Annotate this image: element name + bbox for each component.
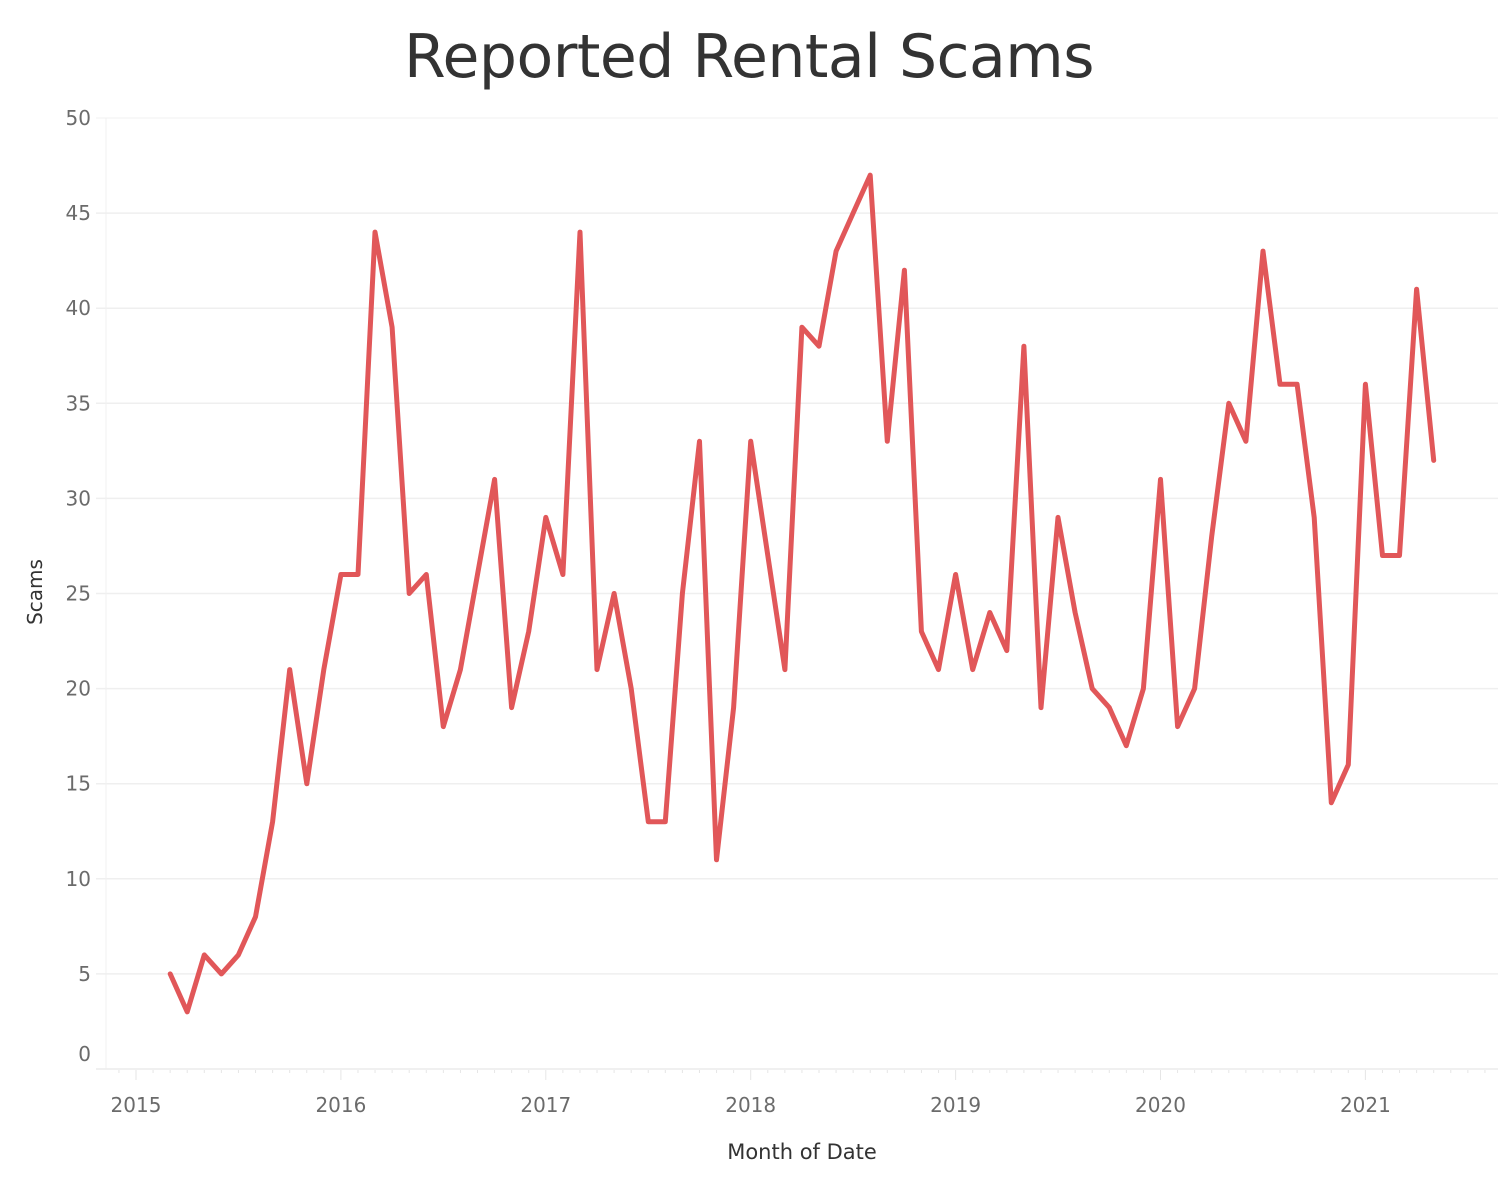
x-axis-label: Month of Date: [727, 1140, 877, 1164]
y-tick-label: 10: [66, 867, 91, 891]
x-tick-label: 2019: [930, 1093, 981, 1117]
y-tick-label: 20: [66, 677, 91, 701]
chart-title: Reported Rental Scams: [404, 22, 1095, 92]
y-tick-label: 15: [66, 772, 91, 796]
x-tick-label: 2016: [315, 1093, 366, 1117]
y-tick-label: 0: [78, 1042, 91, 1066]
scams-line: [167, 172, 1437, 1015]
x-tick-label: 2021: [1340, 1093, 1391, 1117]
y-axis-ticks: 0 5 10 15 20 25 30 35 40 45 50: [66, 106, 91, 1066]
y-tick-label: 5: [78, 962, 91, 986]
x-tick-label: 2018: [725, 1093, 776, 1117]
x-tick-label: 2015: [111, 1093, 162, 1117]
gridlines: [96, 212, 1498, 975]
y-tick-label: 25: [66, 582, 91, 606]
x-tick-label: 2020: [1135, 1093, 1186, 1117]
y-tick-label: 40: [66, 296, 91, 320]
y-tick-label: 50: [66, 106, 91, 130]
x-axis-ticks: 2015 2016 2017 2018 2019 2020 2021: [111, 1070, 1486, 1117]
x-tick-label: 2017: [520, 1093, 571, 1117]
y-tick-label: 30: [66, 486, 91, 510]
y-tick-label: 45: [66, 201, 91, 225]
y-tick-label: 35: [66, 391, 91, 415]
